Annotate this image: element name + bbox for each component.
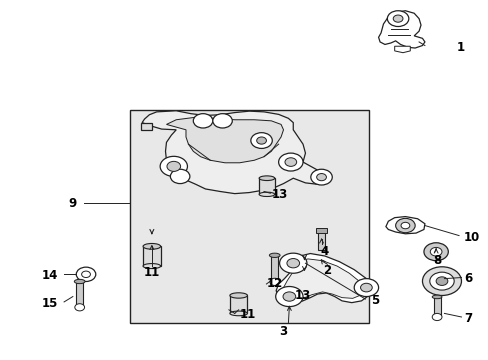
Text: 13: 13 <box>294 289 310 302</box>
Circle shape <box>279 253 306 273</box>
Circle shape <box>283 292 295 301</box>
Circle shape <box>160 156 187 176</box>
Ellipse shape <box>296 285 312 290</box>
Circle shape <box>75 304 84 311</box>
Ellipse shape <box>229 311 247 316</box>
Text: 13: 13 <box>271 188 287 201</box>
Circle shape <box>278 153 303 171</box>
Text: 3: 3 <box>279 325 287 338</box>
Circle shape <box>400 222 409 229</box>
Circle shape <box>256 137 266 144</box>
Text: 4: 4 <box>320 244 328 257</box>
Polygon shape <box>385 217 424 234</box>
Circle shape <box>212 114 232 128</box>
Text: 15: 15 <box>42 297 59 310</box>
Ellipse shape <box>143 243 160 249</box>
Bar <box>229 296 247 314</box>
Circle shape <box>170 169 189 184</box>
Bar <box>318 232 325 250</box>
Circle shape <box>285 158 296 166</box>
Text: 2: 2 <box>323 264 331 277</box>
Bar <box>259 178 274 194</box>
Ellipse shape <box>259 176 274 180</box>
Polygon shape <box>394 46 409 53</box>
Polygon shape <box>166 117 283 163</box>
Circle shape <box>360 283 371 292</box>
Text: 9: 9 <box>68 197 76 210</box>
Text: 11: 11 <box>143 266 160 279</box>
Polygon shape <box>141 123 152 130</box>
Bar <box>271 256 278 280</box>
Polygon shape <box>142 111 327 194</box>
Polygon shape <box>282 259 363 299</box>
Ellipse shape <box>296 270 312 275</box>
Ellipse shape <box>269 253 280 257</box>
Text: 11: 11 <box>239 308 255 321</box>
Text: 6: 6 <box>463 272 471 285</box>
Circle shape <box>316 174 326 181</box>
Bar <box>315 228 327 233</box>
Circle shape <box>166 161 180 171</box>
Bar <box>76 282 83 306</box>
Bar <box>130 110 368 323</box>
Circle shape <box>193 114 212 128</box>
Circle shape <box>250 133 272 148</box>
Ellipse shape <box>143 264 160 269</box>
Circle shape <box>429 272 453 290</box>
Circle shape <box>429 247 441 256</box>
Circle shape <box>392 15 402 22</box>
Text: 8: 8 <box>432 253 440 266</box>
Circle shape <box>435 277 447 285</box>
Circle shape <box>269 278 279 285</box>
Ellipse shape <box>74 279 85 284</box>
Circle shape <box>76 267 96 282</box>
Text: 1: 1 <box>456 41 464 54</box>
Circle shape <box>423 243 447 261</box>
Text: 10: 10 <box>463 231 479 244</box>
Text: 7: 7 <box>463 311 471 325</box>
Polygon shape <box>276 253 370 303</box>
Polygon shape <box>378 11 424 48</box>
Text: 5: 5 <box>370 294 379 307</box>
Circle shape <box>275 287 303 307</box>
Circle shape <box>431 314 441 320</box>
Bar <box>433 297 440 316</box>
Circle shape <box>395 219 414 233</box>
Circle shape <box>286 258 299 268</box>
Ellipse shape <box>431 295 441 299</box>
Circle shape <box>422 267 461 296</box>
Text: 14: 14 <box>42 269 59 282</box>
Bar <box>143 246 160 266</box>
Bar <box>296 273 312 288</box>
Ellipse shape <box>259 192 274 197</box>
Circle shape <box>386 11 408 27</box>
Circle shape <box>353 279 378 297</box>
Text: 12: 12 <box>266 278 282 291</box>
Circle shape <box>81 271 90 278</box>
Circle shape <box>310 169 331 185</box>
Ellipse shape <box>229 293 247 298</box>
